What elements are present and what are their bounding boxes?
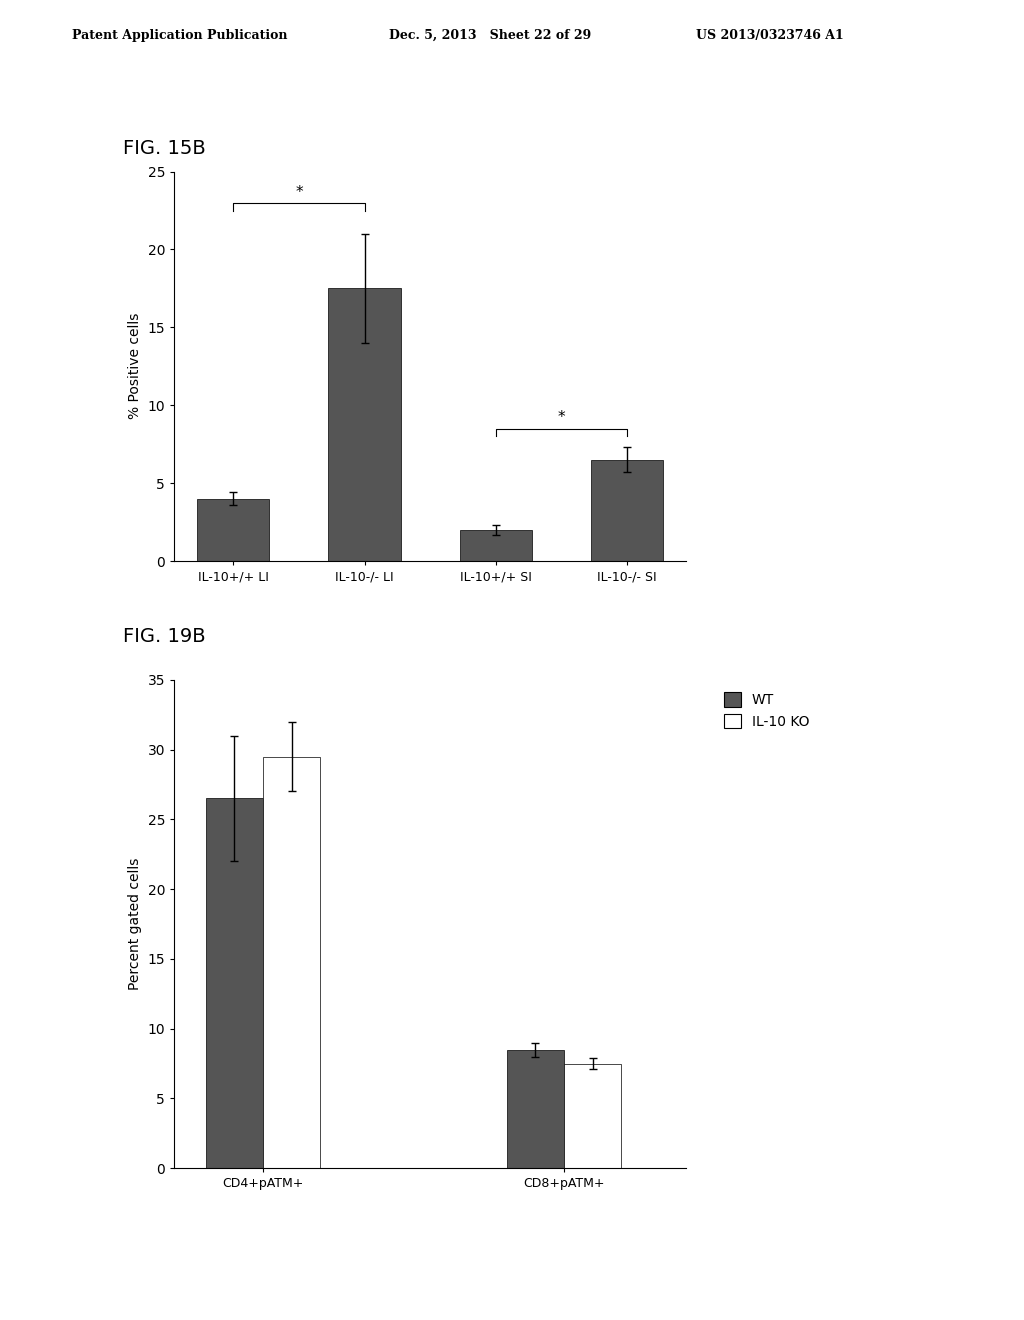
Text: Dec. 5, 2013   Sheet 22 of 29: Dec. 5, 2013 Sheet 22 of 29 — [389, 29, 592, 42]
Bar — [460, 529, 531, 561]
Text: FIG. 19B: FIG. 19B — [123, 627, 206, 645]
Text: *: * — [295, 185, 303, 199]
Bar — [591, 459, 663, 561]
Text: *: * — [557, 411, 565, 425]
Y-axis label: Percent gated cells: Percent gated cells — [128, 858, 142, 990]
Y-axis label: % Positive cells: % Positive cells — [128, 313, 142, 420]
Bar — [329, 289, 400, 561]
Bar — [564, 1064, 622, 1168]
Text: US 2013/0323746 A1: US 2013/0323746 A1 — [696, 29, 844, 42]
Bar — [206, 799, 263, 1168]
Text: FIG. 15B: FIG. 15B — [123, 139, 206, 157]
Bar — [198, 499, 269, 561]
Bar — [263, 756, 321, 1168]
Text: Patent Application Publication: Patent Application Publication — [72, 29, 287, 42]
Bar — [507, 1049, 564, 1168]
Legend: WT, IL-10 KO: WT, IL-10 KO — [719, 686, 815, 734]
